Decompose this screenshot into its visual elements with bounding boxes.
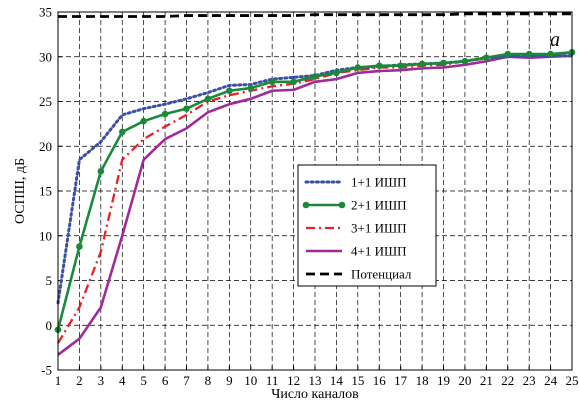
series-point bbox=[311, 73, 319, 80]
series-point bbox=[140, 117, 147, 125]
x-tick-label: 2 bbox=[76, 373, 83, 388]
legend-marker bbox=[338, 201, 346, 209]
y-tick-label: 5 bbox=[46, 273, 53, 288]
x-axis-label: Число каналов bbox=[271, 387, 359, 402]
y-tick-label: 20 bbox=[39, 139, 52, 154]
series-point bbox=[525, 50, 533, 58]
legend-box bbox=[297, 164, 437, 287]
series-point bbox=[483, 54, 490, 61]
x-tick-label: 13 bbox=[309, 373, 322, 388]
x-tick-label: 9 bbox=[226, 373, 233, 388]
series-point bbox=[247, 84, 255, 92]
series-point bbox=[547, 50, 554, 58]
series-point bbox=[290, 78, 297, 86]
series-point bbox=[118, 128, 126, 136]
y-axis-label: ОСПШ, дБ bbox=[13, 158, 28, 224]
x-tick-label: 11 bbox=[266, 373, 279, 388]
series-point bbox=[161, 110, 169, 118]
x-tick-label: 14 bbox=[330, 373, 344, 388]
legend-label: 1+1 ИШП bbox=[351, 175, 406, 190]
series-point bbox=[333, 69, 340, 77]
series-point bbox=[76, 243, 83, 250]
y-tick-label: 0 bbox=[46, 318, 53, 333]
x-tick-label: 22 bbox=[501, 373, 514, 388]
y-tick-label: 25 bbox=[39, 94, 52, 109]
series-point bbox=[268, 78, 276, 86]
x-tick-label: 16 bbox=[373, 373, 387, 388]
series-point bbox=[226, 87, 233, 95]
series-point bbox=[97, 168, 105, 175]
series-point bbox=[504, 50, 512, 58]
x-tick-label: 17 bbox=[394, 373, 408, 388]
series-point bbox=[418, 60, 426, 68]
legend-label: 3+1 ИШП bbox=[351, 221, 406, 236]
series-point bbox=[375, 62, 383, 69]
x-tick-label: 15 bbox=[351, 373, 364, 388]
legend-label: Потенциал bbox=[351, 267, 412, 282]
x-tick-label: 25 bbox=[566, 373, 579, 388]
y-tick-label: 30 bbox=[39, 49, 52, 64]
series-point bbox=[354, 64, 362, 71]
y-tick-label: 35 bbox=[39, 5, 52, 20]
x-tick-label: 18 bbox=[416, 373, 429, 388]
x-tick-label: 10 bbox=[244, 373, 257, 388]
y-tick-label: 10 bbox=[39, 228, 52, 243]
legend-marker bbox=[302, 201, 310, 209]
x-tick-label: 3 bbox=[98, 373, 105, 388]
series-lines bbox=[54, 12, 576, 356]
panel-label: a bbox=[550, 29, 560, 51]
x-tick-label: 7 bbox=[183, 373, 190, 388]
series-point bbox=[204, 95, 212, 103]
series-point bbox=[397, 62, 404, 69]
series-line-5 bbox=[58, 12, 572, 18]
series-point bbox=[440, 59, 447, 67]
x-tick-label: 5 bbox=[140, 373, 147, 388]
y-tick-label: -5 bbox=[41, 363, 52, 378]
y-tick-label: 15 bbox=[39, 184, 52, 199]
x-tick-label: 21 bbox=[480, 373, 493, 388]
x-tick-label: 19 bbox=[437, 373, 450, 388]
x-tick-label: 1 bbox=[55, 373, 62, 388]
plot-frame bbox=[57, 11, 573, 371]
x-tick-label: 6 bbox=[162, 373, 169, 388]
legend: 1+1 ИШП 2+1 ИШП 3+1 ИШП 4+1 ИШП Потенциал bbox=[297, 164, 437, 287]
series-point bbox=[183, 105, 190, 112]
legend-label: 2+1 ИШП bbox=[351, 198, 406, 213]
x-tick-label: 12 bbox=[287, 373, 300, 388]
x-tick-label: 20 bbox=[458, 373, 471, 388]
legend-label: 4+1 ИШП bbox=[351, 244, 406, 259]
series-line-4 bbox=[57, 54, 573, 356]
x-tick-label: 23 bbox=[523, 373, 536, 388]
x-tick-label: 24 bbox=[544, 373, 558, 388]
tick-labels: 1 2 3 4 5 6 7 8 9 10 11 12 13 14 15 16 17 18 19 20 21 22 23 24 2… bbox=[39, 5, 579, 389]
x-tick-label: 8 bbox=[205, 373, 212, 388]
series-point bbox=[461, 57, 469, 65]
grid bbox=[57, 11, 573, 371]
x-tick-label: 4 bbox=[119, 373, 126, 388]
